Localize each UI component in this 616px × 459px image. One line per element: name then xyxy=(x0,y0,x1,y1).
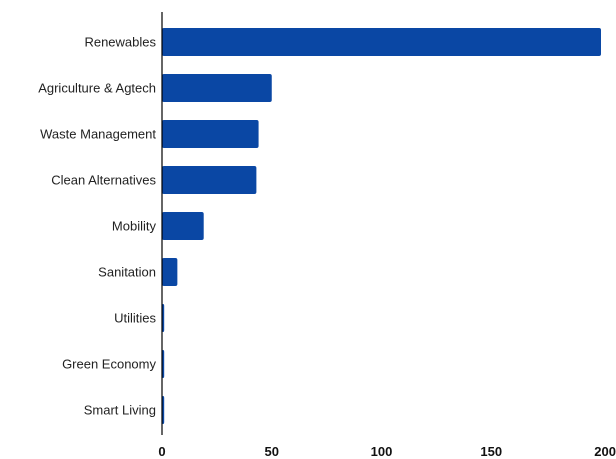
bars-group xyxy=(162,28,601,424)
x-tick-label-50: 50 xyxy=(265,444,279,459)
bar-waste-management xyxy=(162,120,259,148)
category-label-mobility: Mobility xyxy=(112,219,157,234)
bar-sanitation xyxy=(162,258,178,286)
bar-clean-alternatives xyxy=(162,166,257,194)
category-label-utilities: Utilities xyxy=(114,311,156,326)
category-label-clean-alternatives: Clean Alternatives xyxy=(51,173,156,188)
x-tick-label-0: 0 xyxy=(158,444,165,459)
category-label-sanitation: Sanitation xyxy=(98,265,156,280)
bar-mobility xyxy=(162,212,204,240)
bar-renewables xyxy=(162,28,601,56)
category-label-agriculture-and-agtech: Agriculture & Agtech xyxy=(38,81,156,96)
x-tick-label-150: 150 xyxy=(480,444,502,459)
category-label-green-economy: Green Economy xyxy=(62,357,156,372)
category-label-smart-living: Smart Living xyxy=(84,403,156,418)
category-label-waste-management: Waste Management xyxy=(40,127,156,142)
category-label-renewables: Renewables xyxy=(84,35,156,50)
x-tick-label-100: 100 xyxy=(371,444,393,459)
bar-agriculture-and-agtech xyxy=(162,74,272,102)
x-tick-label-200: 200 xyxy=(594,444,616,459)
category-labels: Renewables Agriculture & Agtech Waste Mana… xyxy=(38,35,156,418)
x-tick-labels: 0 50 100 150 200 xyxy=(158,444,616,459)
